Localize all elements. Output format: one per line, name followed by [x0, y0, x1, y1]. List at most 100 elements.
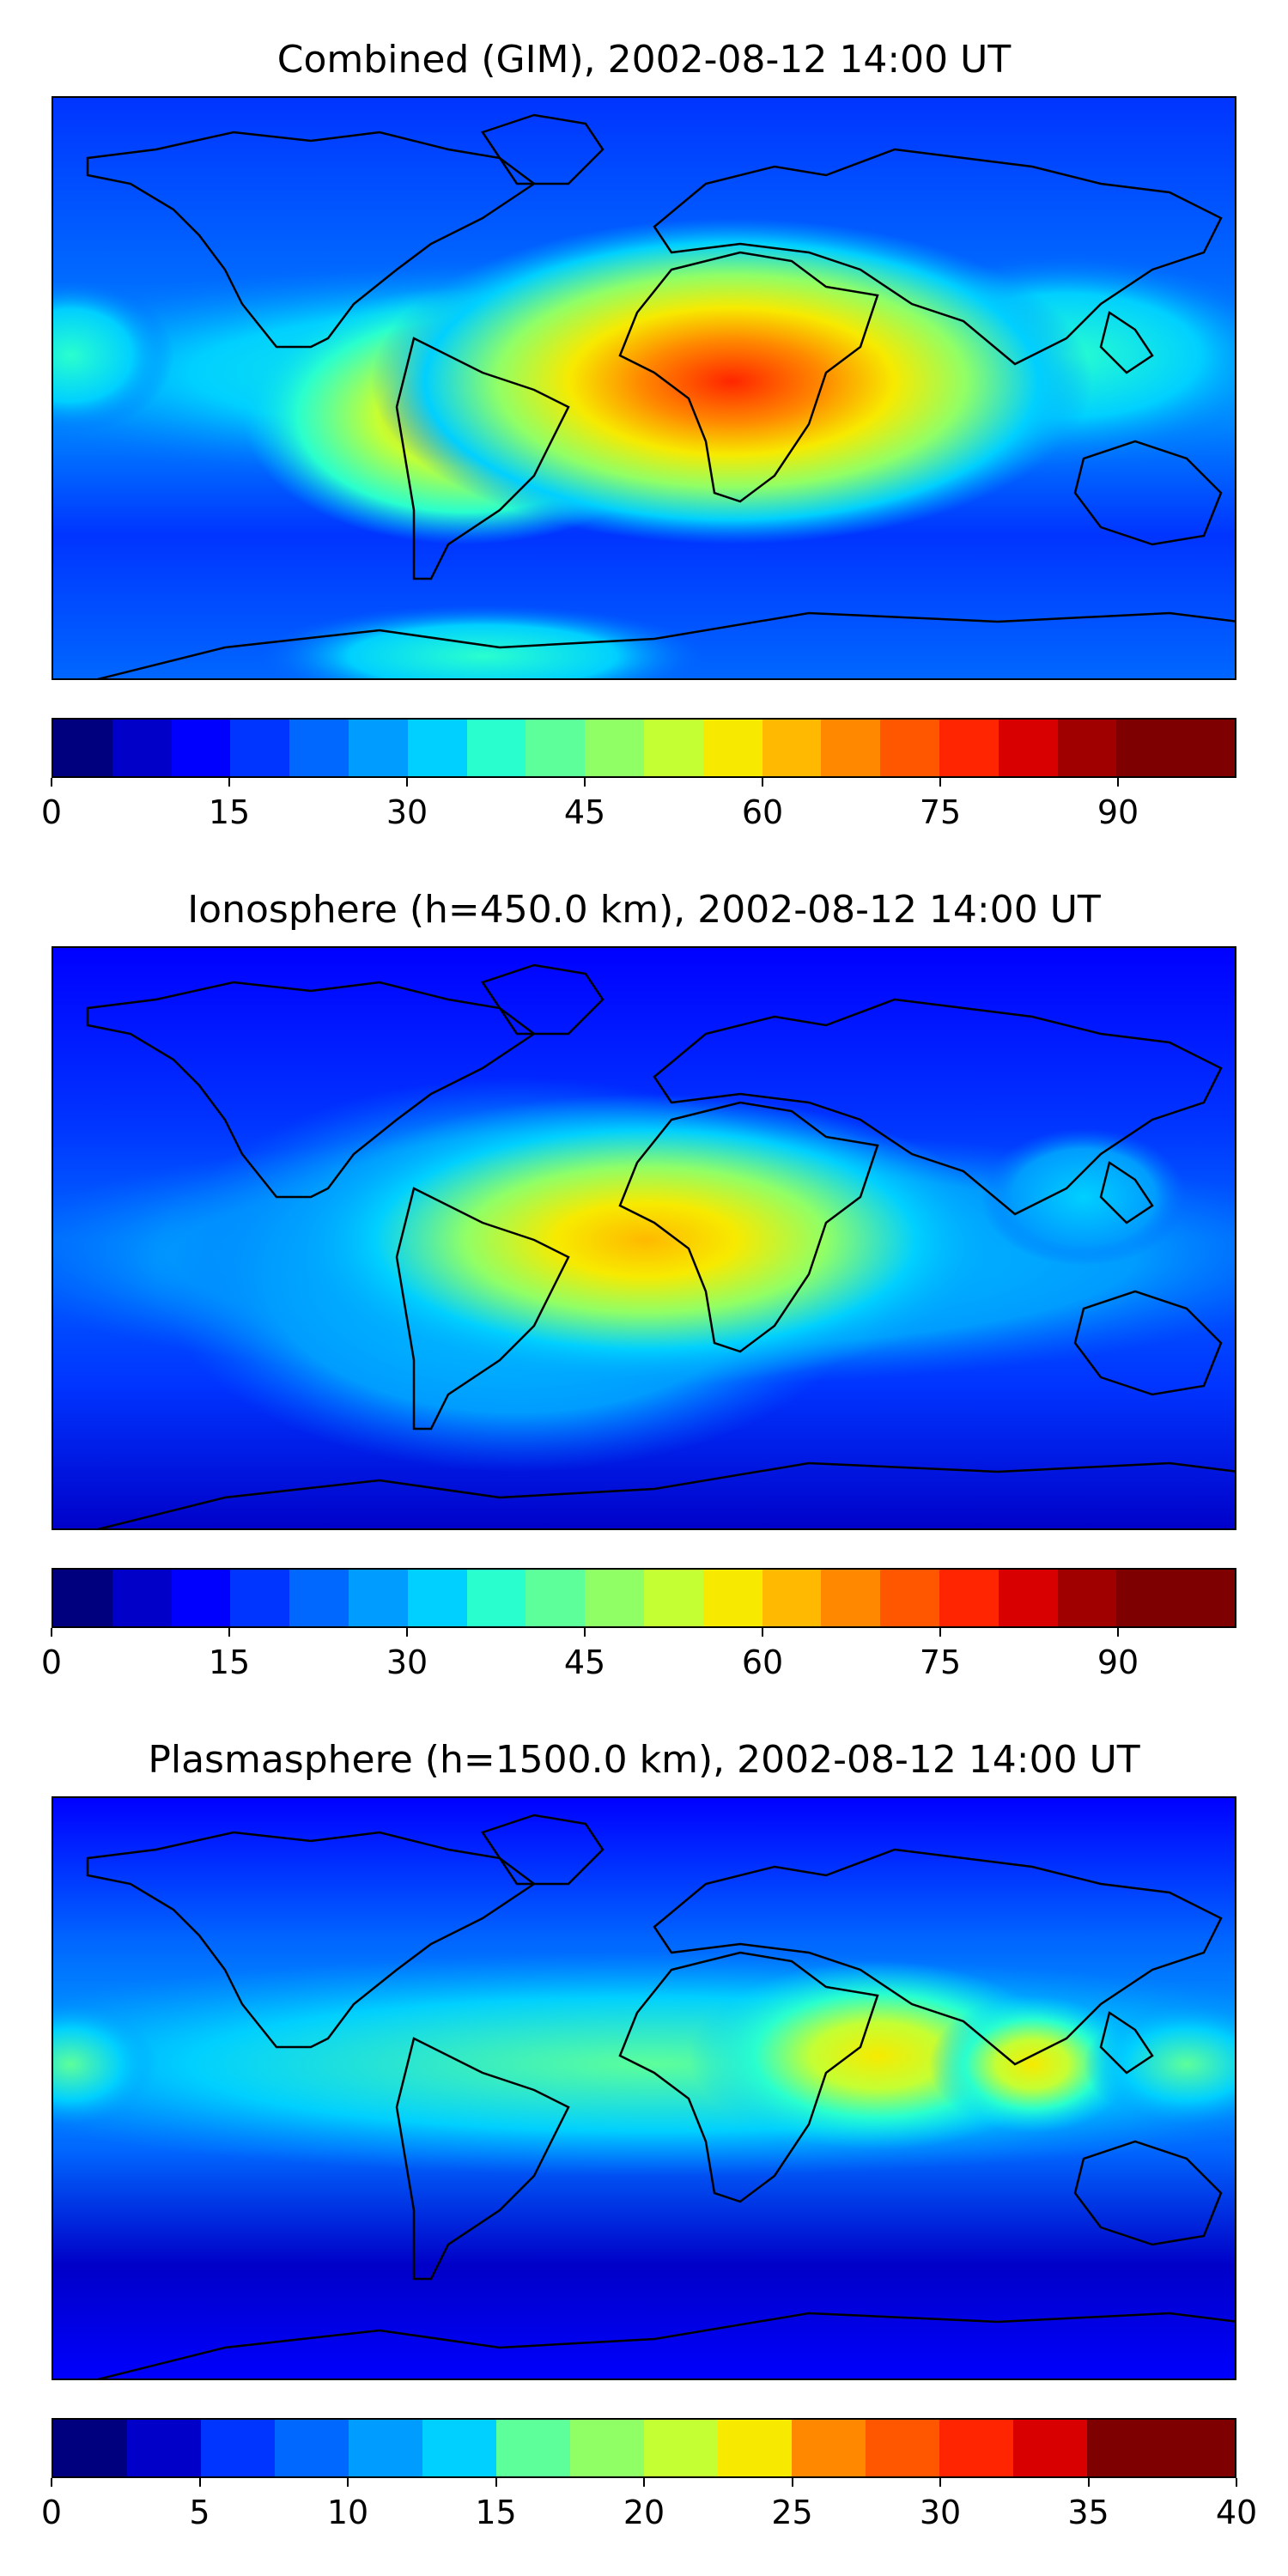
colorbar-segment: [585, 720, 644, 776]
colorbar-tick: [1087, 2478, 1090, 2487]
colorbar-segment: [407, 720, 467, 776]
colorbar-segment: [821, 720, 881, 776]
colorbar-segment: [275, 2420, 349, 2476]
colorbar-segment: [348, 1570, 408, 1626]
colorbar-segment: [466, 1570, 526, 1626]
colorbar-segment: [289, 1570, 349, 1626]
colorbar-segment: [570, 2420, 644, 2476]
colorbar-tick: [51, 1628, 52, 1637]
colorbar-tick-label: 30: [386, 793, 428, 831]
colorbar-segment: [1116, 1570, 1176, 1626]
colorbar-tick: [762, 778, 763, 787]
colorbar-segment: [422, 2420, 496, 2476]
colorbar-segment: [201, 2420, 275, 2476]
colorbar-segment: [644, 2420, 718, 2476]
colorbar-tick-label: 0: [40, 1643, 63, 1681]
colorbar-segment: [1087, 2420, 1161, 2476]
colorbar-segment: [112, 1570, 172, 1626]
colorbar-segment: [1057, 1570, 1117, 1626]
colorbar-segment: [792, 2420, 866, 2476]
colorbar-segment: [702, 1570, 762, 1626]
tec-map-svg: [53, 98, 1235, 678]
colorbar-tick-label: 5: [189, 2494, 210, 2531]
colorbar: [52, 718, 1236, 778]
colorbar-segment: [939, 1570, 999, 1626]
colorbar-segment: [643, 1570, 703, 1626]
colorbar-segment: [349, 2420, 422, 2476]
tec-map-svg: [53, 948, 1235, 1528]
colorbar-segment: [880, 720, 939, 776]
colorbar-tick: [228, 1628, 230, 1637]
colorbar-tick: [51, 2478, 52, 2487]
colorbar-segment: [1176, 1570, 1235, 1626]
colorbar-ticks: 0 5 10 15 20 25 30 35 40: [41, 2478, 1257, 2547]
colorbar-tick: [1236, 2478, 1237, 2487]
colorbar-tick: [939, 1628, 941, 1637]
colorbar-segment: [112, 720, 172, 776]
colorbar-segment: [289, 720, 349, 776]
colorbar: [52, 2418, 1236, 2478]
colorbar-tick-label: 20: [623, 2494, 665, 2531]
colorbar-tick: [791, 2478, 793, 2487]
colorbar-tick-label: 0: [40, 793, 63, 831]
colorbar-tick: [1117, 1628, 1119, 1637]
colorbar-segment: [466, 720, 526, 776]
colorbar-segment: [171, 1570, 231, 1626]
colorbar-tick: [762, 1628, 763, 1637]
colorbar-tick-label: 30: [386, 1643, 428, 1681]
colorbar-tick-label: 45: [563, 1643, 606, 1681]
colorbar-tick-label: 60: [741, 793, 784, 831]
colorbar-tick: [939, 778, 941, 787]
colorbar-segment: [1176, 720, 1235, 776]
colorbar-segment: [1116, 720, 1176, 776]
colorbar-segment: [643, 720, 703, 776]
colorbar-tick: [495, 2478, 497, 2487]
colorbar-tick-label: 60: [741, 1643, 784, 1681]
colorbar-tick-label: 30: [919, 2494, 962, 2531]
colorbar-tick: [347, 2478, 349, 2487]
colorbar-segment: [526, 720, 586, 776]
colorbar-segment: [127, 2420, 201, 2476]
colorbar-tick: [643, 2478, 645, 2487]
colorbar-segment: [53, 720, 112, 776]
tec-map-svg: [53, 1798, 1235, 2379]
colorbar-segment: [496, 2420, 570, 2476]
colorbar-segment: [1013, 2420, 1087, 2476]
colorbar-tick: [584, 1628, 586, 1637]
colorbar-tick: [51, 778, 52, 787]
colorbar-ticks: 0 15 30 45 60 75 90: [41, 1628, 1236, 1697]
colorbar-segment: [998, 720, 1058, 776]
colorbar-segment: [1161, 2420, 1235, 2476]
colorbar-segment: [939, 720, 999, 776]
colorbar-segment: [718, 2420, 792, 2476]
colorbar-segment: [762, 720, 822, 776]
colorbar-segment: [230, 1570, 290, 1626]
colorbar-segment: [998, 1570, 1058, 1626]
tec-map: [52, 96, 1236, 680]
colorbar-tick-label: 15: [475, 2494, 517, 2531]
colorbar-tick-label: 10: [326, 2494, 369, 2531]
colorbar-segment: [348, 720, 408, 776]
panel-title: Ionosphere (h=450.0 km), 2002-08-12 14:0…: [187, 888, 1101, 932]
colorbar-segment: [821, 1570, 881, 1626]
colorbar-segment: [585, 1570, 644, 1626]
colorbar-segment: [53, 2420, 127, 2476]
colorbar-segment: [1057, 720, 1117, 776]
colorbar-tick-label: 90: [1097, 793, 1139, 831]
colorbar-tick-label: 35: [1067, 2494, 1109, 2531]
colorbar-segment: [939, 2420, 1013, 2476]
colorbar-tick-label: 15: [208, 793, 251, 831]
tec-map: [52, 946, 1236, 1530]
colorbar-segment: [53, 1570, 112, 1626]
colorbar-segment: [880, 1570, 939, 1626]
colorbar-segment: [407, 1570, 467, 1626]
colorbar-segment: [702, 720, 762, 776]
tec-map: [52, 1796, 1236, 2380]
colorbar-tick-label: 15: [208, 1643, 251, 1681]
panel-title: Combined (GIM), 2002-08-12 14:00 UT: [276, 38, 1012, 82]
colorbar-segment: [526, 1570, 586, 1626]
colorbar-tick-label: 75: [919, 793, 962, 831]
colorbar-tick-label: 25: [771, 2494, 813, 2531]
colorbar-tick: [198, 2478, 201, 2487]
colorbar-segment: [762, 1570, 822, 1626]
